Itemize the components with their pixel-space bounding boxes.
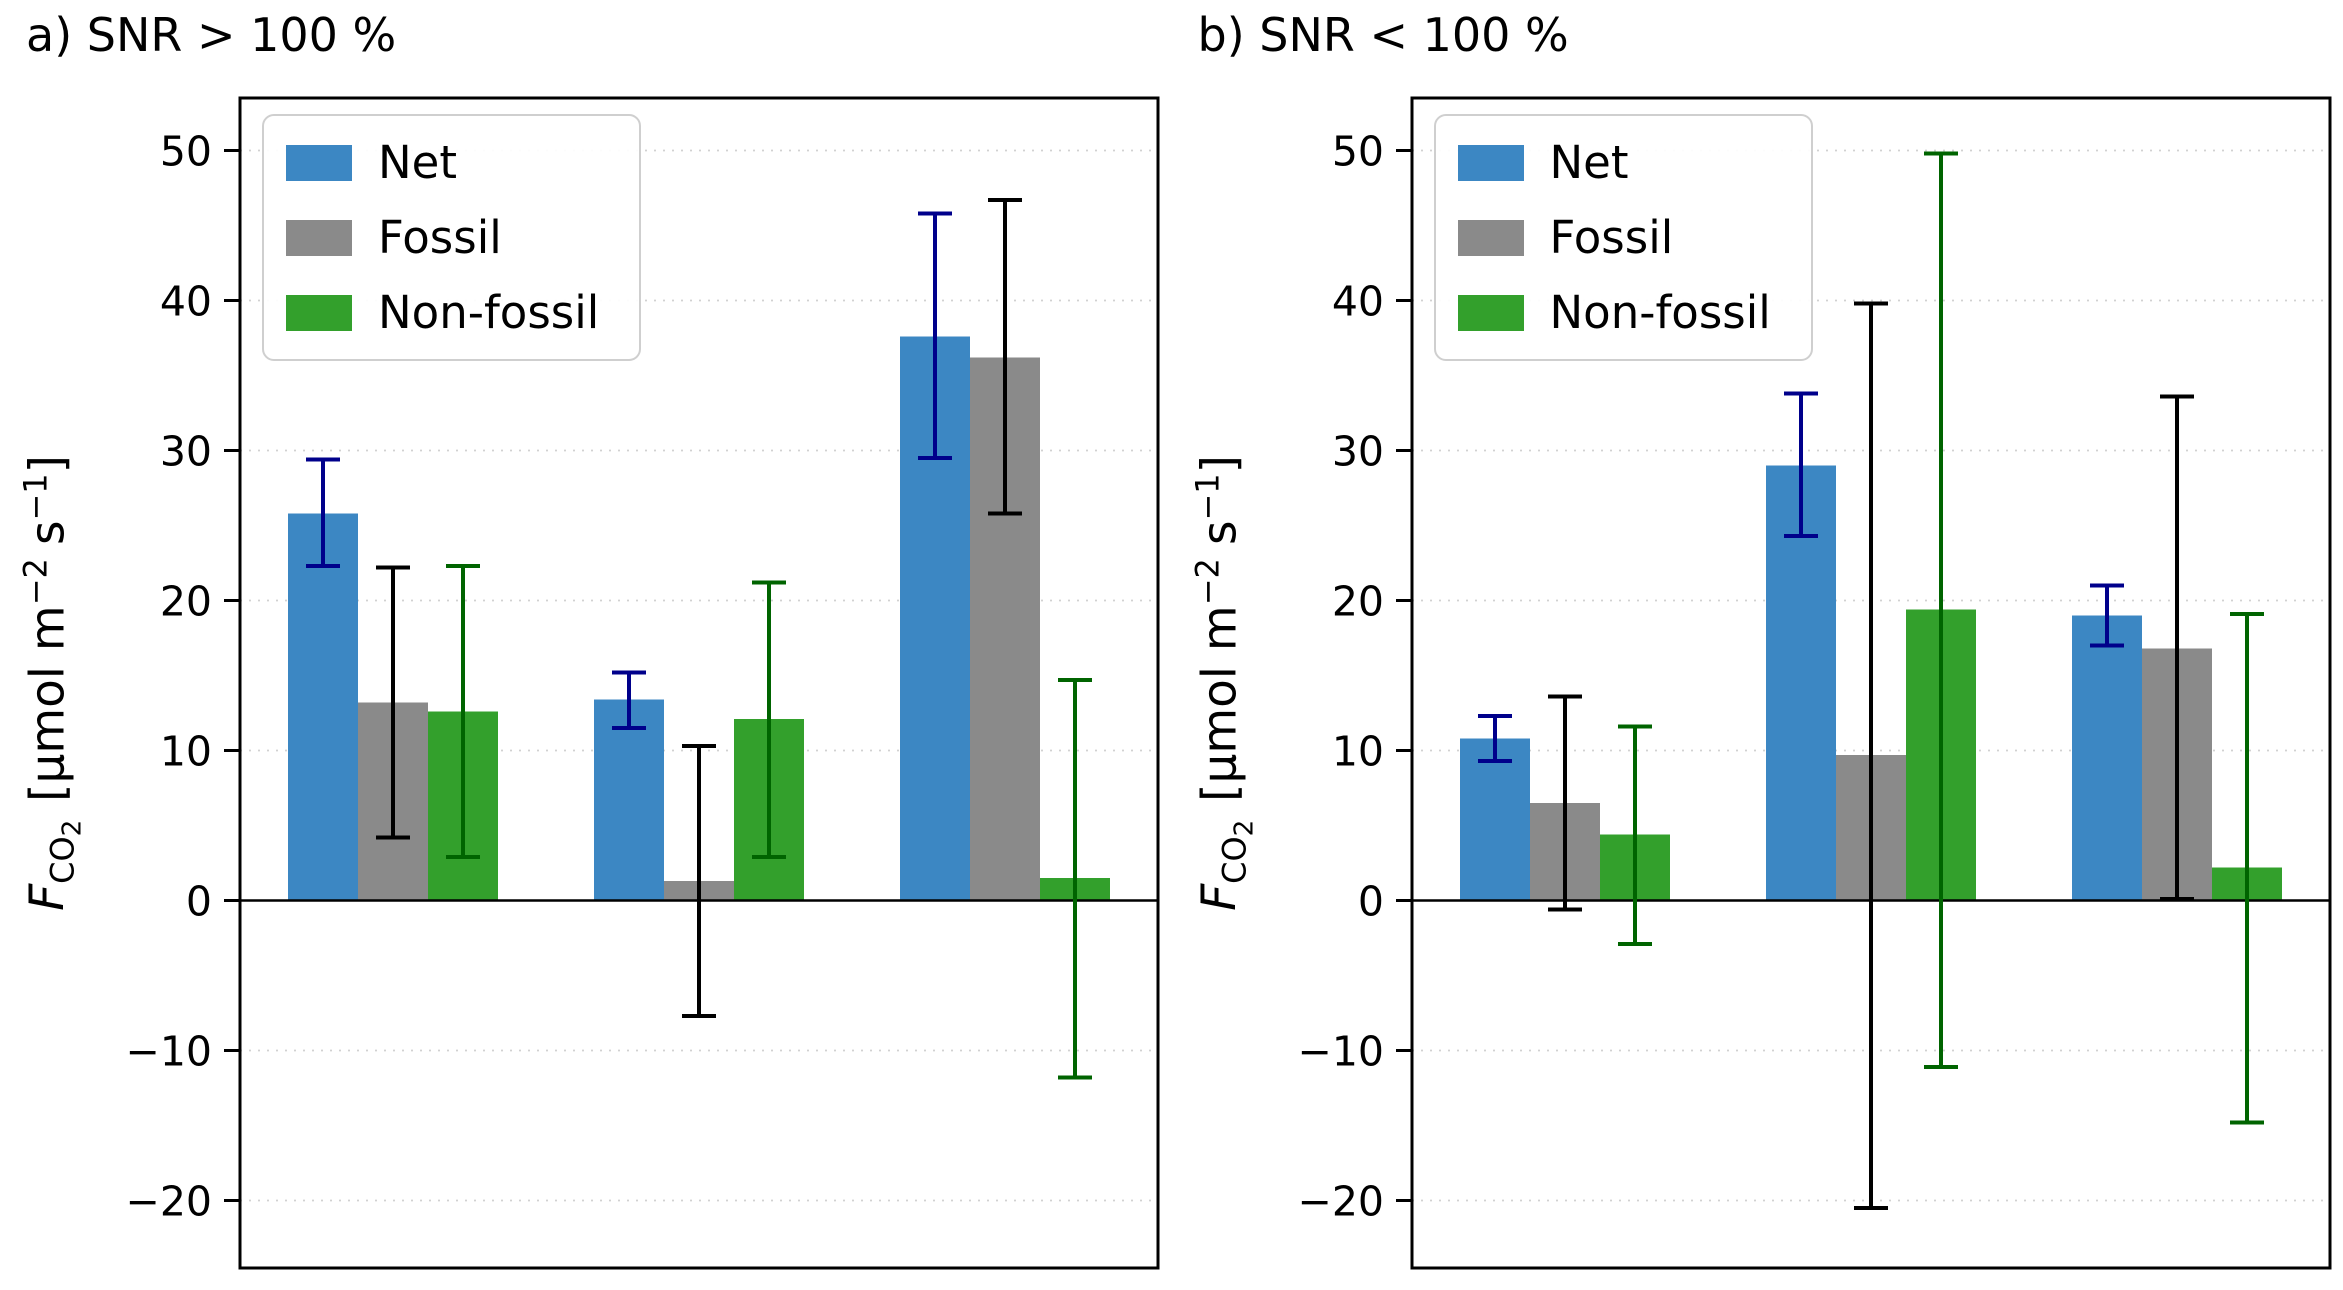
- legend-item-nonfossil: Non-fossil: [286, 286, 599, 339]
- ylabel-unit: ]: [19, 455, 75, 474]
- bar-net: [1459, 738, 1530, 901]
- legend-item-nonfossil: Non-fossil: [1457, 286, 1771, 339]
- chart-svg-panel-a: −20 −10 0 10 20 30 40 50: [125, 96, 1160, 1270]
- y-axis-label: FCO2 [µmol m−2 s−1]: [1188, 455, 1259, 911]
- ylabel-exponent: −1: [16, 473, 55, 521]
- bar-net: [2071, 615, 2142, 901]
- ylabel-unit: s: [19, 520, 75, 546]
- bar-net: [288, 513, 358, 901]
- ylabel-unit: [µmol m: [19, 605, 75, 802]
- ylabel-subscript: CO2: [1214, 819, 1260, 884]
- ylabel-unit: s: [1191, 520, 1247, 546]
- ylabel-subscript: CO2: [43, 819, 88, 884]
- y-tick-label: 0: [1357, 878, 1383, 926]
- legend-swatch-fossil: [1457, 219, 1524, 256]
- chart-svg-panel-b: −20 −10 0 10 20 30 40 50: [1297, 96, 2331, 1270]
- legend-swatch-net: [1457, 144, 1524, 181]
- panel-a-title: a) SNR > 100 %: [26, 8, 397, 62]
- y-tick-label: 40: [1331, 278, 1383, 326]
- legend-swatch-fossil: [286, 219, 352, 256]
- panel-a: −20 −10 0 10 20 30 40 50 a) SNR > 100 % FCO2 [µm…: [16, 8, 1160, 1270]
- y-tick-label: 20: [160, 578, 212, 626]
- panel-b-title: b) SNR < 100 %: [1197, 8, 1569, 62]
- legend-label-nonfossil: Non-fossil: [1549, 286, 1771, 339]
- y-tick-label: −10: [125, 1028, 212, 1076]
- legend-label-fossil: Fossil: [378, 211, 502, 264]
- y-tick-label: 40: [160, 278, 212, 326]
- y-tick-label: 0: [186, 878, 212, 926]
- legend-label-fossil: Fossil: [1549, 211, 1674, 264]
- ylabel-symbol: F: [1191, 883, 1247, 911]
- legend-swatch-net: [286, 144, 352, 181]
- legend: Net Fossil Non-fossil: [1433, 114, 1813, 361]
- y-tick-label: 30: [160, 428, 212, 476]
- ylabel-unit: ]: [1191, 455, 1247, 474]
- legend-label-net: Net: [1549, 136, 1629, 189]
- legend-label-net: Net: [378, 136, 457, 189]
- ylabel-unit: [µmol m: [1191, 605, 1247, 802]
- panel-b: −20 −10 0 10 20 30 40 50 b) SNR < 100 % FCO2 [µm…: [1172, 0, 2343, 1290]
- y-tick-label: 30: [1331, 428, 1383, 476]
- y-tick-label: −20: [1297, 1178, 1384, 1226]
- y-tick-label: 50: [1331, 128, 1383, 176]
- legend-item-net: Net: [1457, 136, 1771, 189]
- y-tick-label: 10: [160, 728, 212, 776]
- y-tick-label: 20: [1331, 578, 1383, 626]
- axes-frame: [1410, 96, 2331, 1270]
- legend-item-fossil: Fossil: [286, 211, 599, 264]
- bar-net: [594, 699, 664, 901]
- legend-label-nonfossil: Non-fossil: [378, 286, 600, 339]
- axes-frame: [238, 96, 1160, 1270]
- ylabel-exponent: −1: [1187, 473, 1226, 521]
- y-tick-label: −20: [125, 1178, 212, 1226]
- y-axis-label: FCO2 [µmol m−2 s−1]: [16, 455, 87, 911]
- ylabel-exponent: −2: [16, 558, 55, 606]
- ylabel-exponent: −2: [1187, 558, 1226, 606]
- legend-item-fossil: Fossil: [1457, 211, 1771, 264]
- ylabel-symbol: F: [19, 883, 75, 911]
- legend-item-net: Net: [286, 136, 599, 189]
- y-tick-label: 10: [1331, 728, 1383, 776]
- legend: Net Fossil Non-fossil: [262, 114, 642, 361]
- y-tick-label: 50: [160, 128, 212, 176]
- legend-swatch-nonfossil: [1457, 294, 1524, 331]
- legend-swatch-nonfossil: [286, 294, 352, 331]
- y-tick-label: −10: [1297, 1028, 1384, 1076]
